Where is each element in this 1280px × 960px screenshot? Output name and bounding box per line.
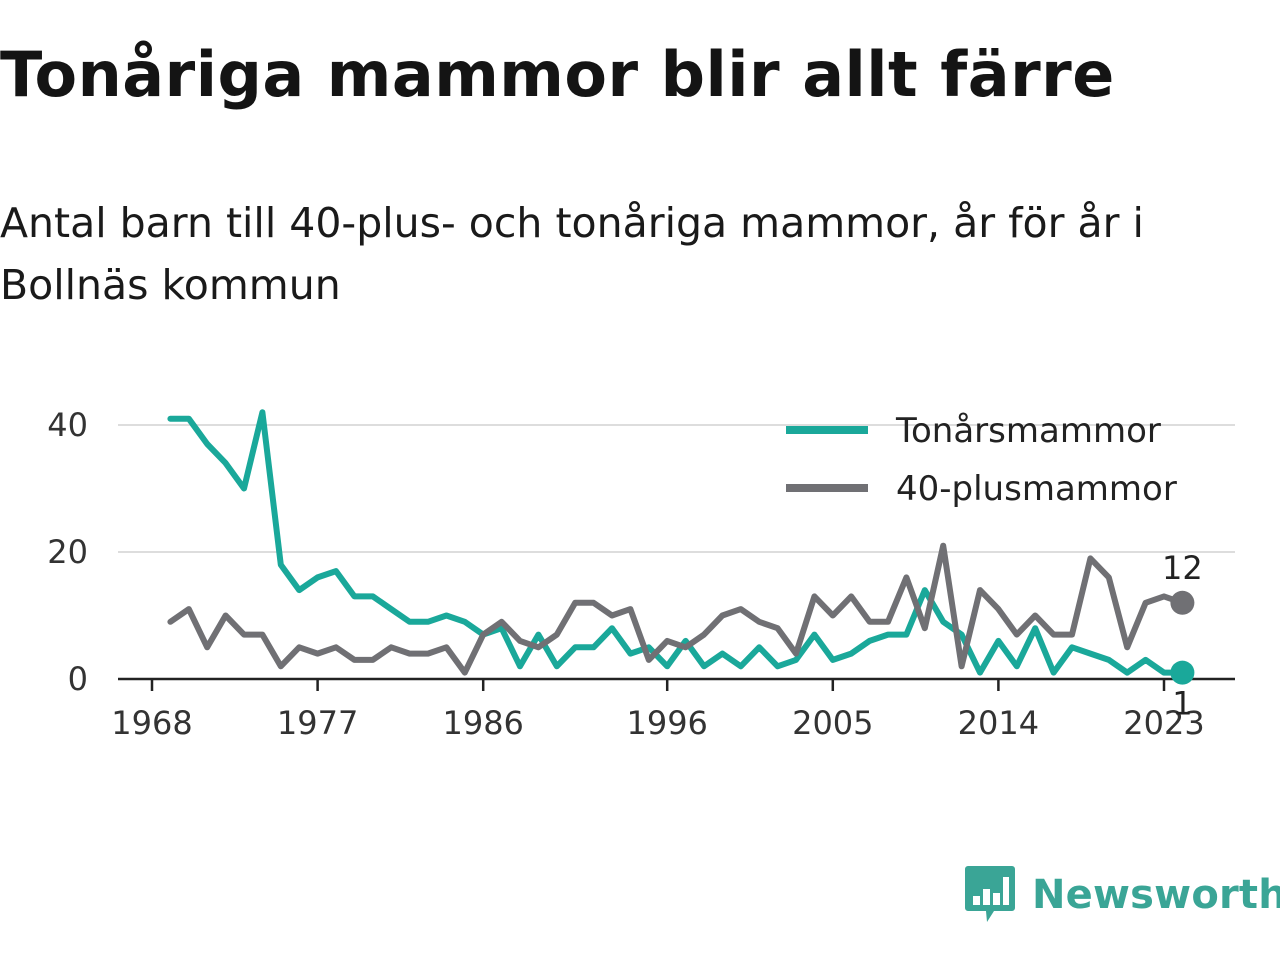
end-markers: 12 1 [1162,549,1203,723]
legend-label-0: Tonårsmammor [895,411,1161,451]
x-tick-label-1996: 1996 [626,704,707,742]
end-marker-0 [1170,660,1195,685]
series-line-40-plusmammor [167,542,1186,676]
x-tick-label-2023: 2023 [1123,704,1204,742]
series-line-tonarsmammor [167,409,1186,676]
x-tick-label-1977: 1977 [277,704,358,742]
legend: Tonårsmammor 40-plusmammor [786,411,1177,509]
newsworthy-logo: Newsworthy [964,864,1280,926]
legend-label-1: 40-plusmammor [896,469,1177,509]
end-marker-1 [1170,590,1195,615]
brand-name: Newsworthy [1032,872,1280,918]
chart-subtitle: Antal barn till 40-plus- och tonåriga ma… [0,199,1144,309]
x-tick-label-1986: 1986 [442,704,523,742]
bar-chart-speech-bubble-icon [965,866,1015,922]
series-lines [167,409,1186,676]
x-tick-label-1968: 1968 [111,704,192,742]
y-axis-ticks: 0 20 40 [47,406,88,698]
x-tick-label-2005: 2005 [792,704,873,742]
chart-title: Tonåriga mammor blir allt färre [0,38,1115,111]
end-label-0: 1 [1172,685,1192,723]
x-tick-label-2014: 2014 [958,704,1039,742]
end-label-1: 12 [1162,549,1203,587]
y-tick-label-20: 20 [47,533,88,571]
gridlines [118,424,1235,553]
y-tick-label-40: 40 [47,406,88,444]
line-chart: 0 20 40 1968 1977 1986 1996 2005 2014 2023 Tonår… [47,406,1235,742]
x-axis: 1968 1977 1986 1996 2005 2014 2023 [111,677,1235,742]
y-tick-label-0: 0 [68,660,88,698]
